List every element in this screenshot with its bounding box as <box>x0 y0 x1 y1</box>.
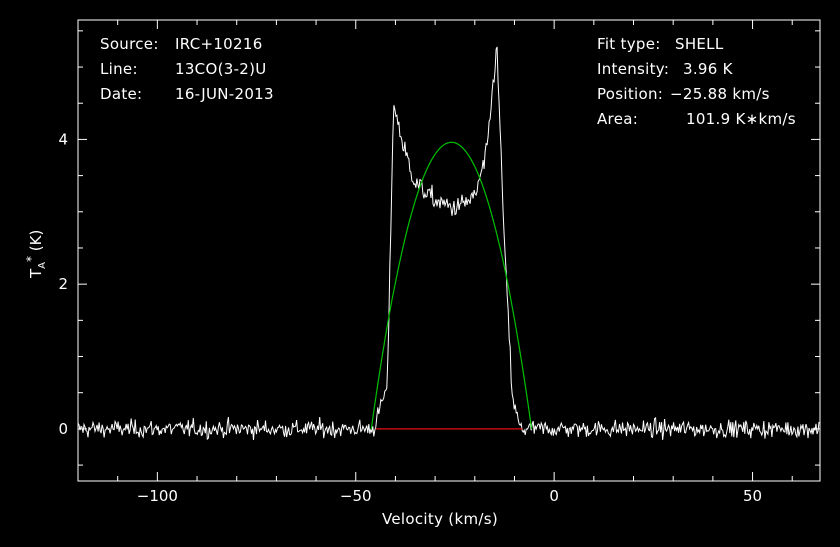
area-key: Area: <box>597 110 639 128</box>
x-tick-label: 0 <box>549 487 559 505</box>
position-value: −25.88 km/s <box>670 85 770 103</box>
line-key: Line: <box>100 60 138 78</box>
y-axis-symbol: T <box>27 268 45 278</box>
shell-fit-curve <box>370 141 533 429</box>
plot-frame <box>77 19 821 482</box>
y-tick-label: 2 <box>58 275 68 293</box>
line-value: 13CO(3-2)U <box>175 60 267 78</box>
x-tick-label: 50 <box>743 487 762 505</box>
series-layer <box>77 46 820 441</box>
x-axis-label: Velocity (km/s) <box>382 510 498 528</box>
y-tick-label: 4 <box>58 130 68 148</box>
y-axis-unit: (K) <box>27 229 45 252</box>
y-axis-subscript: A <box>37 261 48 269</box>
y-axis-label: TA* (K) <box>24 230 48 278</box>
source-value: IRC+10216 <box>175 35 263 53</box>
intensity-key: Intensity: <box>597 60 670 78</box>
fit-type-key: Fit type: <box>597 35 661 53</box>
y-tick-label: 0 <box>58 420 68 438</box>
position-key: Position: <box>597 85 664 103</box>
x-tick-label: −100 <box>137 487 178 505</box>
fit-type-value: SHELL <box>675 35 724 53</box>
tick-layer: −100 −50 0 50 0 2 4 <box>58 20 820 505</box>
spectrum-line <box>77 46 820 441</box>
y-axis-superscript: * <box>24 255 38 262</box>
x-tick-label: −50 <box>340 487 372 505</box>
intensity-value: 3.96 K <box>683 60 733 78</box>
area-value: 101.9 K∗km/s <box>686 110 796 128</box>
source-key: Source: <box>100 35 159 53</box>
date-key: Date: <box>100 85 143 103</box>
date-value: 16-JUN-2013 <box>175 85 274 103</box>
